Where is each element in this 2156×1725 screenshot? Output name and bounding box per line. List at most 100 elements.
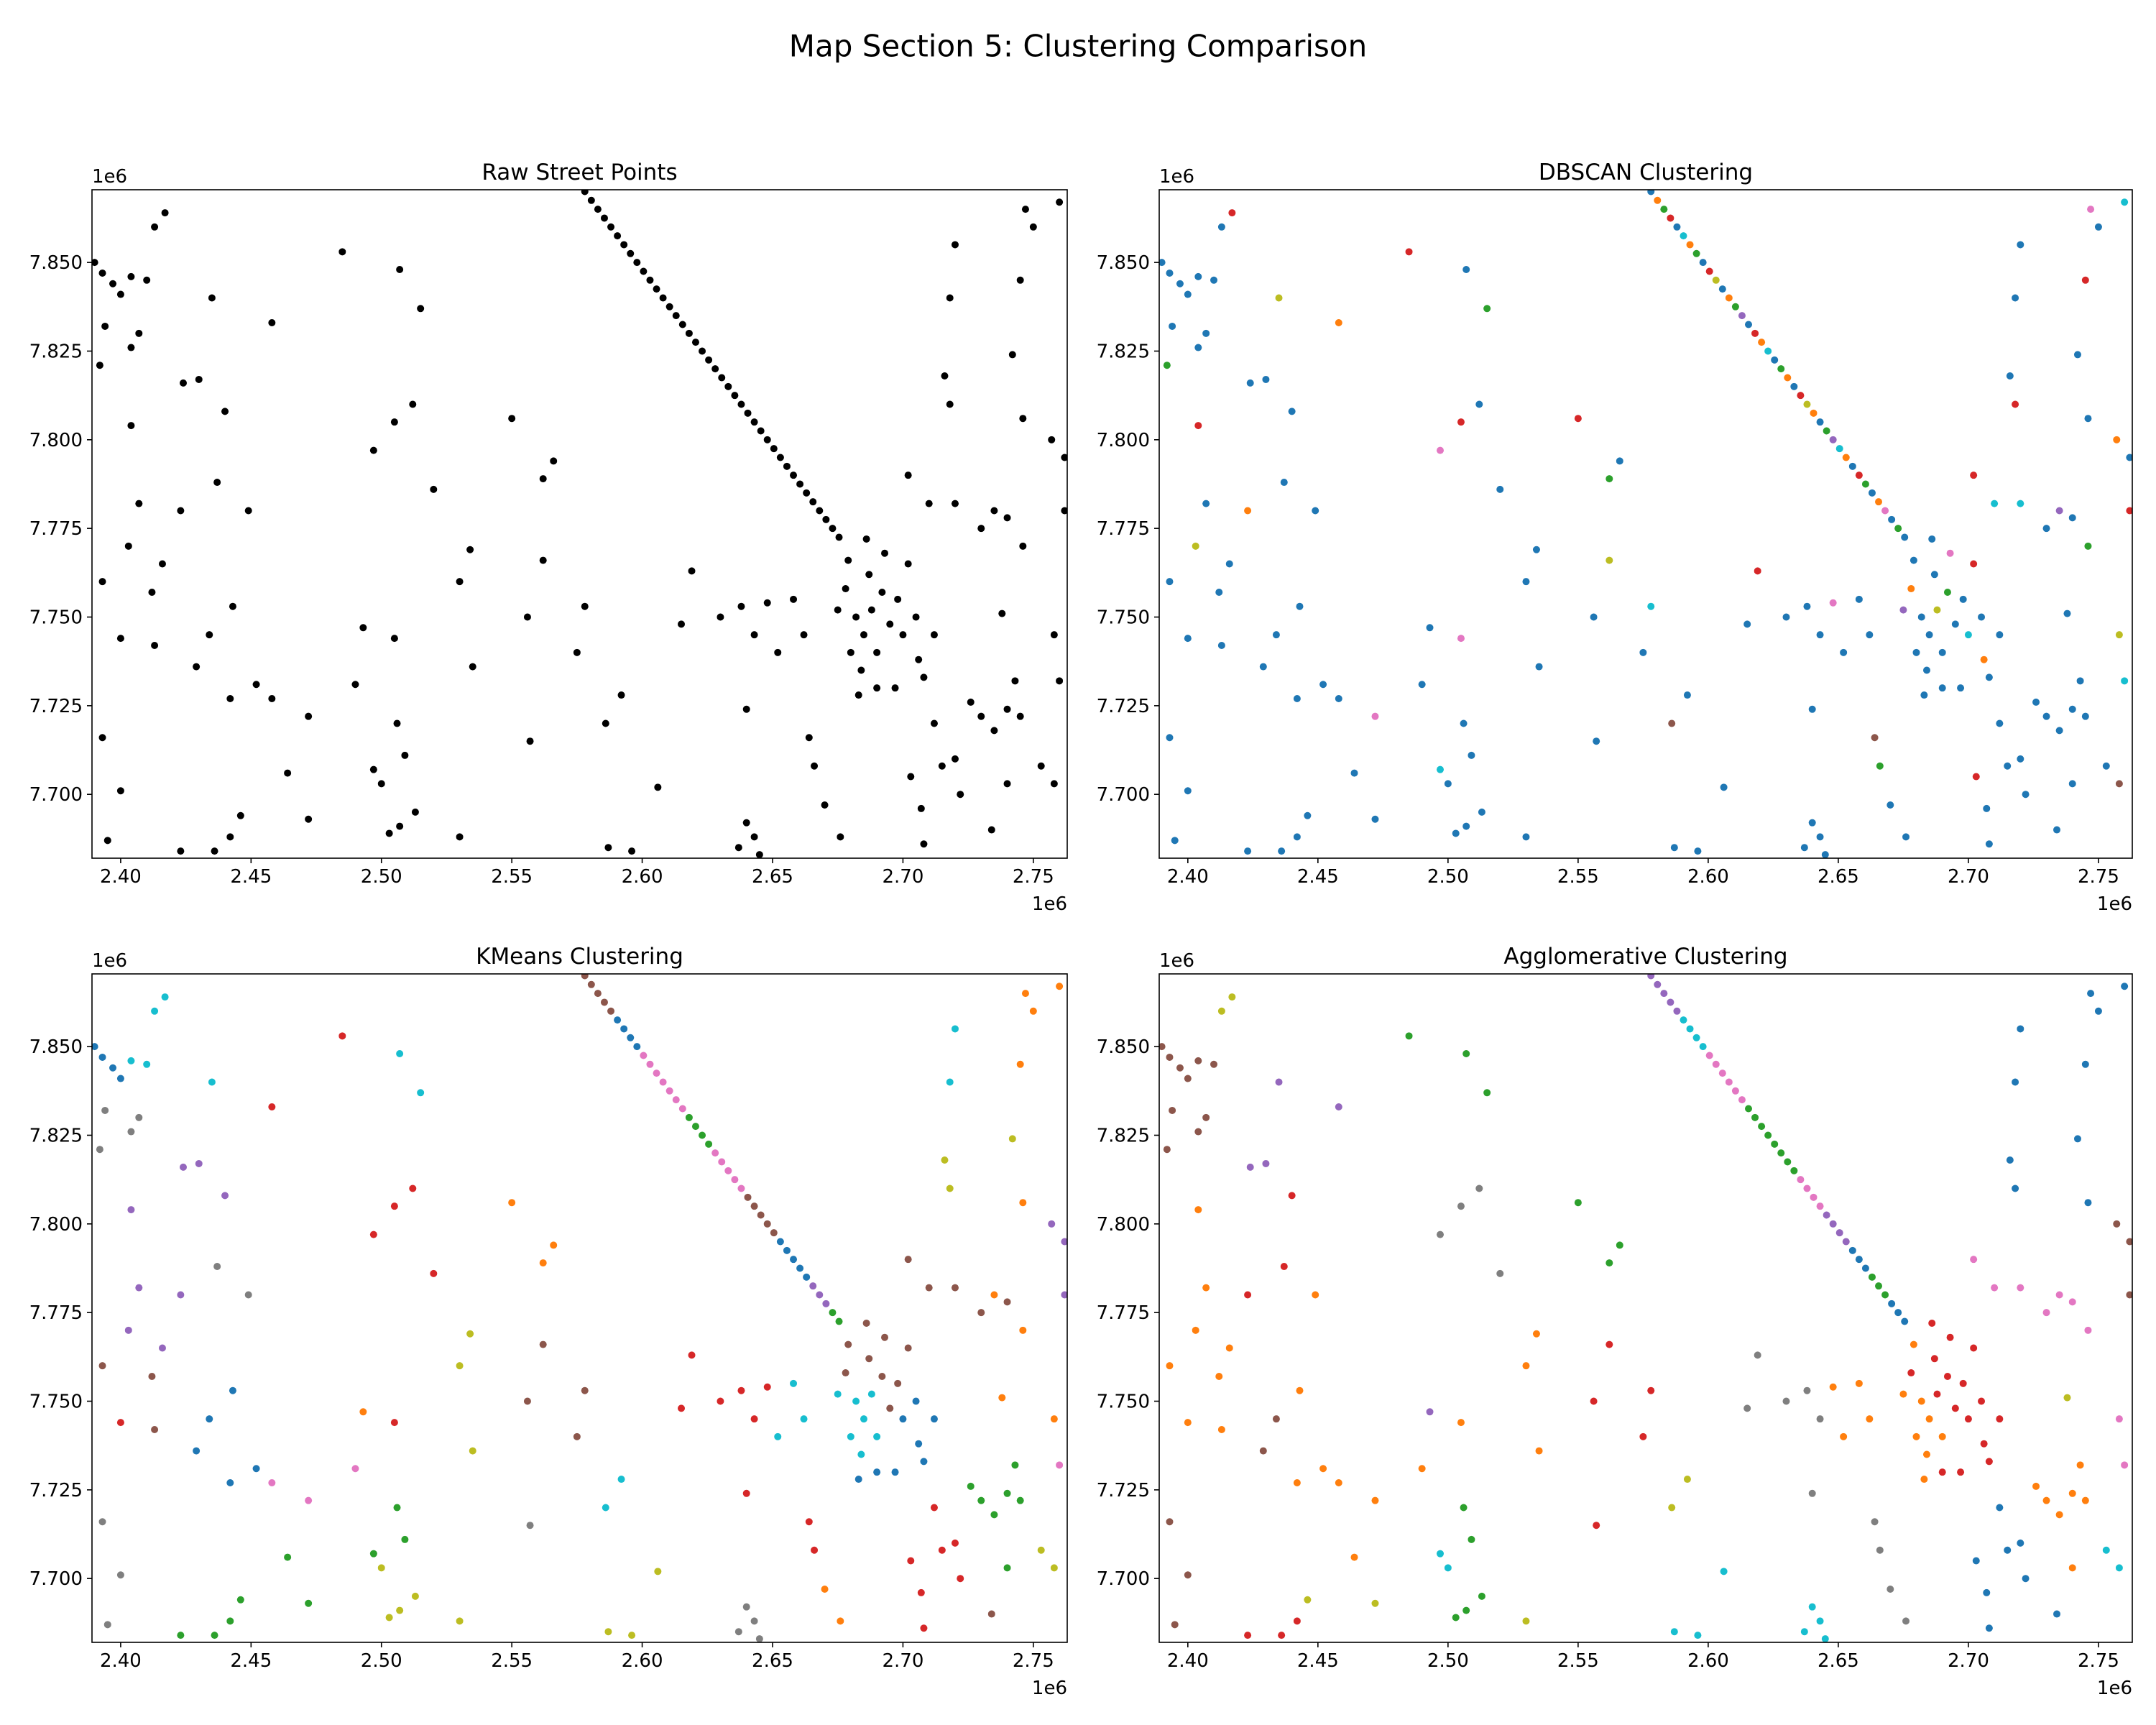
point: [409, 1184, 417, 1192]
point: [177, 847, 185, 855]
point: [891, 684, 899, 692]
point: [790, 595, 798, 603]
point: [886, 1404, 894, 1412]
point: [103, 837, 111, 845]
point: [401, 1535, 409, 1543]
point: [907, 773, 915, 781]
point: [737, 1386, 745, 1394]
y-tick-label: 7.800: [1097, 430, 1150, 451]
point: [776, 1238, 784, 1246]
point: [800, 631, 808, 639]
point: [1184, 787, 1192, 795]
point: [873, 684, 881, 692]
point: [1909, 556, 1917, 564]
point: [1184, 1419, 1192, 1427]
point: [1176, 1064, 1184, 1072]
point: [2053, 1610, 2061, 1618]
point: [135, 1284, 143, 1292]
point: [1288, 408, 1296, 415]
x-tick-label: 2.75: [2078, 866, 2119, 888]
point: [456, 578, 464, 586]
point: [1272, 1415, 1280, 1423]
point: [770, 445, 778, 453]
point: [837, 833, 844, 841]
point: [854, 1476, 862, 1484]
point: [1855, 595, 1863, 603]
point: [821, 1585, 829, 1593]
point: [857, 1450, 865, 1458]
point: [151, 1425, 159, 1433]
point: [116, 635, 124, 643]
point: [718, 374, 726, 382]
point: [837, 1617, 844, 1625]
point: [594, 990, 602, 998]
point: [633, 259, 641, 267]
point: [143, 276, 151, 284]
point: [417, 305, 425, 313]
point: [177, 1291, 185, 1299]
point: [1335, 319, 1342, 327]
point: [539, 556, 547, 564]
point: [1667, 998, 1674, 1006]
point: [1951, 1404, 1959, 1412]
plot-area: [92, 190, 1067, 858]
point: [757, 1211, 765, 1219]
point: [2063, 610, 2071, 617]
point: [268, 1103, 276, 1111]
point: [678, 620, 686, 628]
x-tick-label: 2.60: [622, 866, 663, 888]
point: [1460, 1504, 1468, 1512]
point: [1901, 533, 1909, 541]
x-tick-label: 2.70: [882, 1650, 923, 1672]
point: [1296, 1386, 1304, 1394]
point: [229, 602, 236, 610]
point: [1667, 214, 1674, 222]
point: [2006, 1156, 2014, 1164]
x-tick-label: 2.50: [1427, 1650, 1469, 1672]
point: [1048, 1220, 1056, 1228]
point: [998, 610, 1006, 617]
point: [1202, 500, 1210, 507]
point: [920, 1458, 928, 1466]
point: [620, 241, 628, 249]
point: [796, 480, 804, 488]
point: [1943, 1372, 1951, 1380]
axes-frame: [91, 973, 1068, 1643]
point: [665, 1087, 673, 1095]
point: [2017, 500, 2024, 507]
point: [1475, 400, 1483, 408]
point: [1426, 624, 1434, 632]
point: [1159, 1043, 1166, 1051]
point: [1350, 1553, 1358, 1561]
x-tick-label: 2.65: [1818, 1650, 1859, 1672]
point: [305, 712, 313, 720]
point: [951, 1025, 959, 1033]
point: [1991, 500, 1999, 507]
y-tick-label: 7.725: [29, 696, 83, 717]
point: [208, 1078, 216, 1086]
point: [92, 1043, 98, 1051]
point: [1686, 241, 1694, 249]
point: [1280, 479, 1288, 487]
point: [1296, 602, 1304, 610]
point: [1003, 780, 1011, 788]
point: [226, 1478, 234, 1486]
point: [390, 1419, 398, 1427]
x-tick-label: 2.40: [100, 1650, 142, 1672]
point: [1907, 1369, 1915, 1377]
point: [800, 1415, 808, 1423]
point: [1319, 681, 1327, 689]
point: [351, 1465, 359, 1473]
point: [469, 663, 476, 671]
point: [151, 1007, 159, 1015]
point: [1606, 1259, 1613, 1267]
x-tick-label: 2.70: [1948, 866, 1989, 888]
point: [2081, 1496, 2089, 1504]
point: [865, 1355, 873, 1363]
point: [211, 1632, 218, 1639]
x-tick-label: 2.70: [882, 866, 923, 888]
point: [847, 648, 854, 656]
point: [1912, 1432, 1920, 1440]
point: [127, 1206, 135, 1214]
point: [1764, 1131, 1772, 1139]
